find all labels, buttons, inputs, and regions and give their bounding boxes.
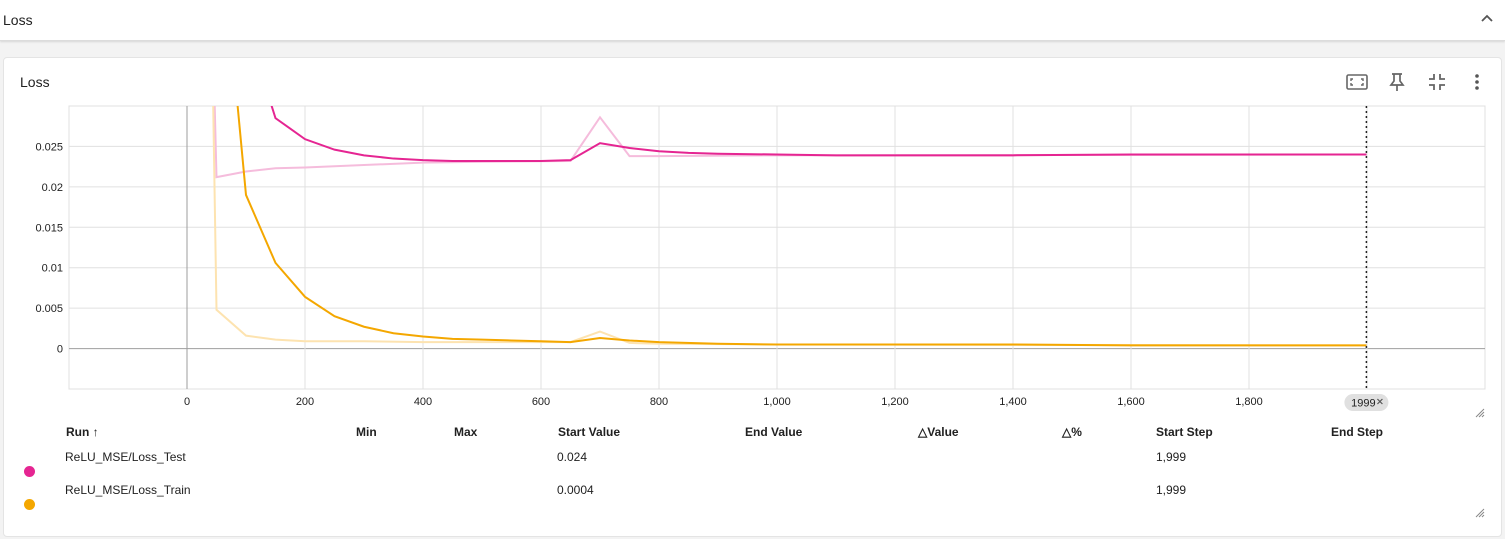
y-tick-label: 0.01 xyxy=(42,263,63,275)
run-name: ReLU_MSE/Loss_Test xyxy=(65,450,186,464)
step-cursor: 1999 xyxy=(1344,106,1389,411)
col-run[interactable]: Run ↑ xyxy=(66,425,99,439)
run-name: ReLU_MSE/Loss_Train xyxy=(65,483,191,497)
x-tick-label: 1,200 xyxy=(881,396,909,408)
pin-icon[interactable] xyxy=(1385,70,1409,94)
run-color-dot xyxy=(24,466,35,477)
col-end-step[interactable]: End Step xyxy=(1331,425,1384,439)
start-step: 1,999 xyxy=(1156,483,1187,497)
step-cursor-label: 1999 xyxy=(1351,398,1375,410)
col-delta-percent[interactable]: △% xyxy=(1062,425,1082,439)
y-tick-label: 0.02 xyxy=(42,182,63,194)
col-start-value[interactable]: Start Value xyxy=(558,425,621,439)
resize-handle-icon[interactable] xyxy=(1475,408,1485,418)
more-vert-icon[interactable] xyxy=(1465,70,1489,94)
x-tick-label: 600 xyxy=(532,396,550,408)
start-step: 1,999 xyxy=(1156,450,1187,464)
section-title: Loss xyxy=(3,12,33,28)
col-end-value[interactable]: End Value xyxy=(745,425,803,439)
series-smoothed-line xyxy=(236,106,1367,347)
section-header: Loss xyxy=(0,0,1505,41)
y-tick-label: 0.025 xyxy=(35,141,63,153)
start-value: 0.0004 xyxy=(557,483,594,497)
col-max[interactable]: Max xyxy=(454,425,478,439)
series-smoothed-line xyxy=(270,106,1367,162)
chart-series xyxy=(212,106,1367,347)
chart-grid xyxy=(68,105,1486,390)
col-delta-value[interactable]: △Value xyxy=(918,425,959,439)
x-tick-label: 200 xyxy=(296,396,314,408)
chevron-up-icon[interactable] xyxy=(1477,8,1497,28)
close-icon[interactable] xyxy=(1376,398,1383,405)
y-tick-label: 0.015 xyxy=(35,222,63,234)
start-value: 0.024 xyxy=(557,450,588,464)
y-tick-label: 0.005 xyxy=(35,303,63,315)
run-color-dot xyxy=(24,499,35,510)
collapse-icon[interactable] xyxy=(1425,70,1449,94)
x-tick-label: 800 xyxy=(650,396,668,408)
fit-screen-icon[interactable] xyxy=(1345,70,1369,94)
chart-card: Loss 0.025 0.02 0.015 0.01 0.005 0 0 200 400 600… xyxy=(3,57,1502,537)
card-title: Loss xyxy=(20,74,50,90)
x-tick-label: 1,000 xyxy=(763,396,791,408)
resize-handle-icon[interactable] xyxy=(1475,508,1485,518)
x-tick-label: 0 xyxy=(184,396,190,408)
step-cursor-chip[interactable] xyxy=(1344,394,1389,411)
x-tick-label: 1,400 xyxy=(999,396,1027,408)
series-raw-line xyxy=(213,106,1367,179)
x-tick-label: 1,600 xyxy=(1117,396,1145,408)
x-tick-label: 400 xyxy=(414,396,432,408)
y-axis-ticks: 0.025 0.02 0.015 0.01 0.005 0 xyxy=(35,141,63,355)
col-min[interactable]: Min xyxy=(356,425,377,439)
line-chart[interactable]: 0.025 0.02 0.015 0.01 0.005 0 0 200 400 600 800 1,… xyxy=(4,58,1501,418)
series-raw-line xyxy=(212,106,1367,347)
y-tick-label: 0 xyxy=(57,344,63,356)
x-tick-label: 1,800 xyxy=(1235,396,1263,408)
col-start-step[interactable]: Start Step xyxy=(1156,425,1213,439)
